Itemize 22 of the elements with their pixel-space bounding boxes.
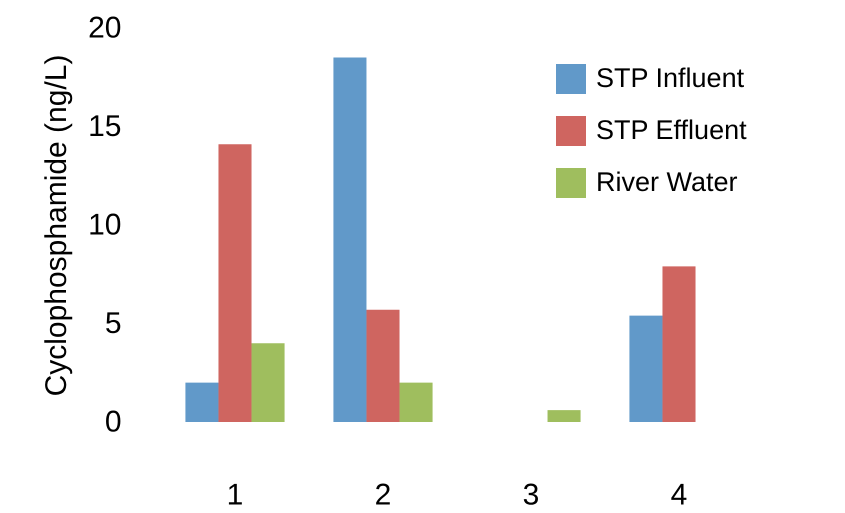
y-tick-label: 10 [88, 208, 122, 242]
x-tick-label: 4 [670, 478, 688, 512]
bar [629, 316, 662, 422]
x-tick-label: 3 [522, 478, 540, 512]
bar [400, 382, 433, 422]
y-tick-label: 20 [88, 12, 122, 44]
y-tick-label: 0 [104, 406, 122, 438]
y-tick-label: 15 [88, 110, 122, 143]
legend-label: River Water [596, 167, 738, 197]
bar [333, 58, 366, 422]
x-tick-label: 2 [374, 478, 392, 512]
legend-label: STP Influent [596, 63, 745, 93]
x-tick-label: 1 [226, 478, 244, 512]
bar [185, 382, 218, 422]
bar [548, 410, 581, 422]
bar [662, 266, 696, 422]
bar [252, 343, 285, 422]
y-tick-label: 5 [104, 307, 122, 340]
legend-label: STP Effluent [596, 115, 748, 145]
bar [366, 310, 400, 422]
bar [218, 144, 252, 422]
y-axis-title: Cyclophosphamide (ng/L) [40, 54, 74, 396]
